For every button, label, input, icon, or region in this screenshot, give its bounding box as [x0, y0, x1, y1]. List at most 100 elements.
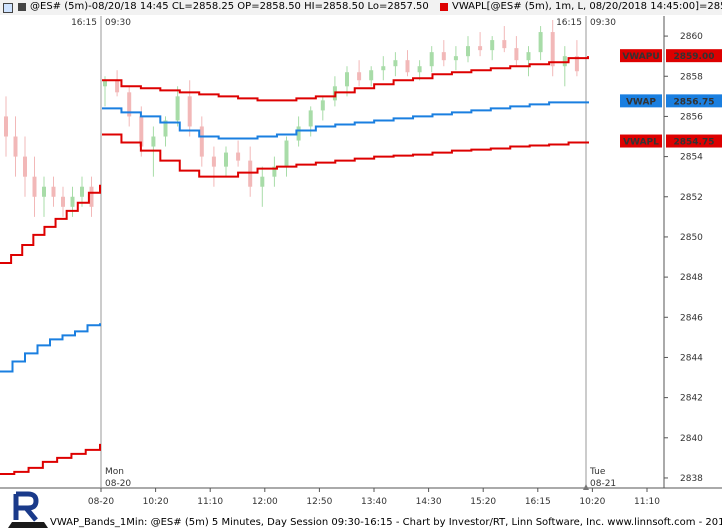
band-name-label: VWAPL: [623, 138, 659, 148]
band-name-tag: [620, 134, 662, 148]
vwap-upper-band-line: [102, 56, 589, 102]
candle-body: [260, 176, 265, 187]
candle-body: [417, 66, 422, 73]
y-tick-label: 2852: [680, 193, 703, 203]
candle-body: [127, 92, 132, 117]
study-info-text: VWAPL[@ES# (5m), 1m, L, 08/20/2018 14:45…: [452, 1, 722, 12]
candle-body: [89, 186, 94, 207]
candle-body: [32, 176, 37, 197]
session-date-label: 08-20: [105, 479, 131, 489]
x-tick-label: 11:10: [634, 497, 660, 507]
x-tick-label: 10:20: [143, 497, 169, 507]
candle-body: [550, 32, 555, 67]
symbol-info-text: @ES# (5m)-08/20/18 14:45 CL=2858.25 OP=2…: [30, 1, 429, 12]
candle-body: [13, 136, 18, 157]
session-day-label: Tue: [589, 467, 606, 477]
candle-body: [139, 116, 144, 147]
y-tick-label: 2856: [680, 112, 703, 122]
session-open-time-label: 09:30: [105, 18, 131, 28]
candle-body: [429, 52, 434, 67]
candle-body: [526, 52, 531, 61]
candle-body: [80, 186, 84, 197]
y-tick-label: 2842: [680, 394, 703, 404]
plot-background: [0, 15, 722, 514]
band-name-tag: [620, 94, 662, 108]
candle-body: [296, 126, 301, 141]
x-tick-label: 16:15: [525, 497, 551, 507]
candle-body: [61, 196, 65, 207]
candle-body: [115, 80, 120, 93]
candle-body: [514, 48, 519, 61]
band-value-tag: [666, 94, 722, 108]
session-marker-icon: [583, 484, 589, 490]
candle-body: [381, 66, 386, 71]
session-day-label: Mon: [105, 467, 124, 477]
candle-body: [103, 80, 107, 87]
session-close-time-label: 16:15: [71, 18, 97, 28]
y-tick-label: 2850: [680, 233, 703, 243]
candle-body: [151, 136, 156, 147]
session-date-label: 08-21: [590, 479, 616, 489]
y-tick-label: 2846: [680, 313, 703, 323]
chart-footer: VWAP_Bands_1Min: @ES# (5m) 5 Minutes, Da…: [0, 491, 722, 531]
candle-body: [187, 96, 192, 127]
band-value-label: 2859.00: [674, 52, 715, 62]
candle-body: [4, 116, 8, 137]
candle-body: [175, 96, 180, 121]
band-value-label: 2854.75: [674, 138, 715, 148]
candle-body: [562, 56, 567, 67]
prev-vwap-line: [0, 323, 101, 373]
x-tick-label: 11:10: [197, 497, 223, 507]
candle-body: [478, 46, 483, 51]
candle-body: [357, 72, 362, 81]
session-open-time-label: 09:30: [590, 18, 616, 28]
prev-vwap-lower-band-line: [0, 443, 101, 475]
candle-body: [320, 100, 325, 111]
candle-body: [23, 156, 27, 177]
y-tick-label: 2860: [680, 32, 703, 42]
band-value-tag: [666, 134, 722, 148]
candle-body: [42, 186, 46, 197]
session-close-time-label: 16:15: [556, 18, 582, 28]
candle-body: [490, 40, 495, 51]
band-name-label: VWAPU: [622, 52, 659, 62]
study-color-swatch-icon: [440, 3, 448, 11]
candle-body: [574, 56, 579, 72]
candle-body: [308, 110, 313, 127]
x-tick-label: 15:20: [470, 497, 496, 507]
candle-body: [466, 46, 470, 57]
candle-body: [163, 120, 168, 137]
y-tick-label: 2838: [680, 474, 703, 484]
x-tick-label: 08-20: [88, 497, 114, 507]
x-tick-label: 10:20: [579, 497, 605, 507]
candle-body: [51, 186, 56, 197]
symbol-color-swatch-icon: [18, 3, 26, 11]
vwap-line: [102, 101, 589, 140]
candle-body: [538, 32, 543, 53]
y-tick-label: 2854: [680, 153, 703, 163]
candle-body: [393, 60, 398, 67]
y-tick-label: 2844: [680, 353, 703, 363]
y-tick-label: 2840: [680, 434, 703, 444]
y-tick-label: 2848: [680, 273, 703, 283]
band-value-tag: [666, 49, 722, 63]
y-tick-label: 2858: [680, 72, 703, 82]
linn-logo-icon: [8, 491, 48, 528]
candle-body: [70, 196, 75, 207]
candle-body: [284, 140, 289, 167]
footer-caption: VWAP_Bands_1Min: @ES# (5m) 5 Minutes, Da…: [50, 517, 722, 528]
candle-body: [199, 126, 204, 157]
candle-body: [248, 160, 253, 187]
candle-body: [453, 56, 458, 61]
band-name-tag: [620, 49, 662, 63]
candle-body: [502, 40, 507, 49]
chart-window-icon[interactable]: [3, 3, 13, 13]
vwap-lower-band-line: [102, 133, 589, 178]
candle-body: [369, 70, 374, 81]
prev-vwap-upper-band-line: [0, 184, 101, 265]
candle-body: [345, 72, 349, 87]
band-name-label: VWAP: [626, 97, 656, 107]
candle-body: [224, 152, 228, 167]
price-chart[interactable]: 2838 2840 2842 2844 2846 2848 2850 2852 2854 2856…: [0, 0, 722, 514]
candle-body: [441, 52, 446, 61]
